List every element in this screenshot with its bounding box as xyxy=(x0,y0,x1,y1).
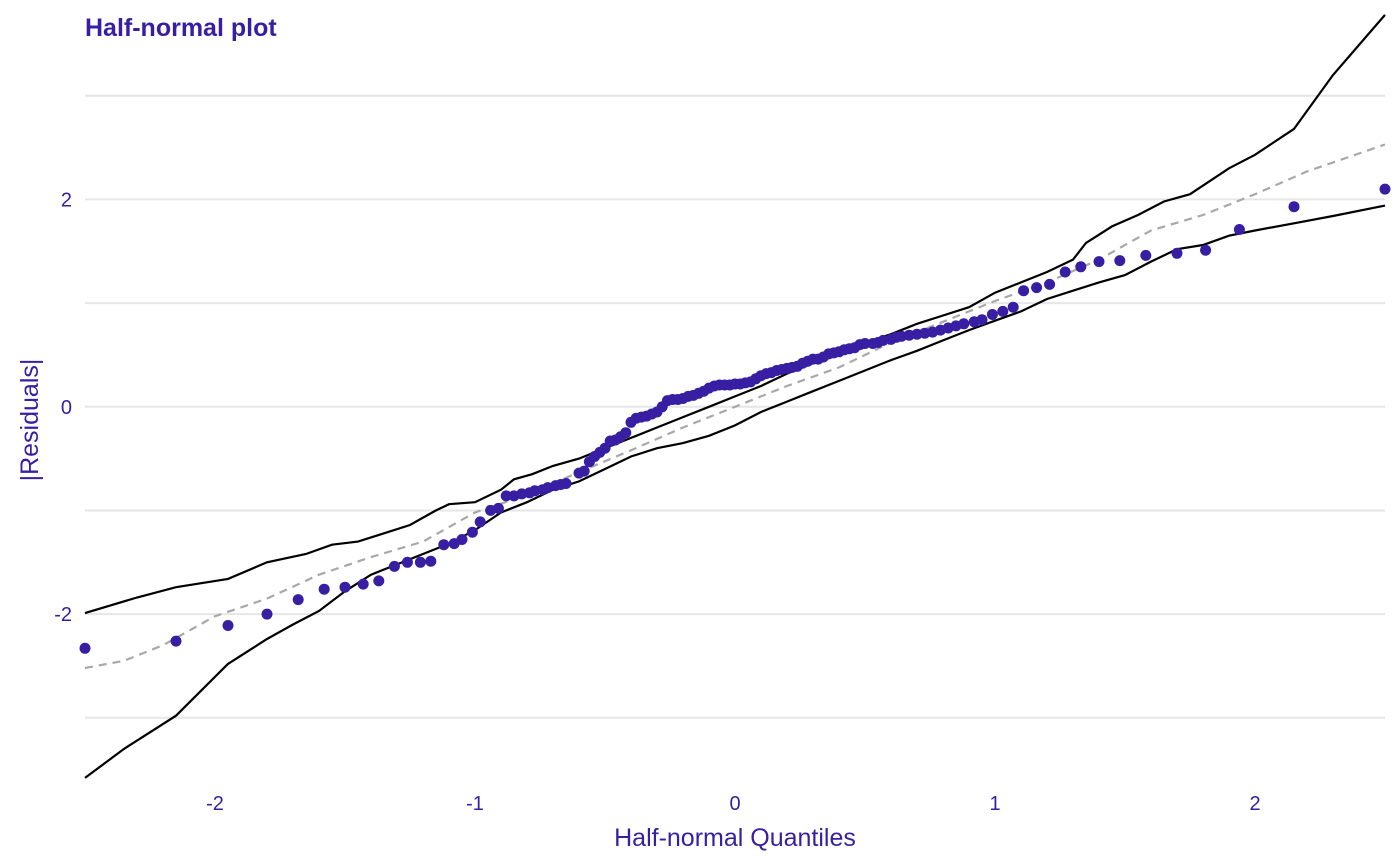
data-point xyxy=(958,318,970,330)
reference-line xyxy=(84,143,1386,670)
data-point xyxy=(388,560,400,572)
data-point xyxy=(578,465,590,477)
data-point xyxy=(1018,285,1030,297)
x-tick-label: -1 xyxy=(466,793,484,815)
data-point xyxy=(1075,261,1087,273)
data-point xyxy=(1233,224,1245,235)
data-point xyxy=(474,516,486,528)
data-point xyxy=(997,305,1009,317)
data-point xyxy=(1044,278,1056,290)
x-tick-label: 0 xyxy=(729,793,740,815)
data-point xyxy=(466,526,478,538)
data-point xyxy=(620,427,632,439)
y-axis-ticks: -2 0 2 xyxy=(54,189,72,626)
data-point xyxy=(1031,282,1043,294)
data-point xyxy=(1093,256,1105,268)
data-point xyxy=(318,583,330,595)
data-point xyxy=(292,594,304,606)
data-point xyxy=(1379,183,1391,195)
data-point xyxy=(261,608,273,620)
y-tick-label: 2 xyxy=(61,189,72,211)
data-point xyxy=(1140,249,1152,261)
data-point xyxy=(373,575,385,587)
data-point xyxy=(357,578,369,590)
data-point xyxy=(1059,266,1071,278)
data-point xyxy=(401,556,413,568)
x-tick-label: -2 xyxy=(206,793,224,815)
data-point xyxy=(1171,247,1183,259)
x-tick-label: 2 xyxy=(1249,793,1260,815)
data-point xyxy=(438,539,450,551)
data-point xyxy=(425,555,437,567)
data-point xyxy=(1007,301,1019,313)
envelope-upper-line xyxy=(84,14,1386,615)
data-point xyxy=(222,620,234,631)
data-point xyxy=(1200,244,1212,256)
data-point xyxy=(976,314,988,326)
data-point xyxy=(986,309,998,320)
envelope-lower-line xyxy=(84,204,1386,779)
data-point xyxy=(414,556,426,568)
residual-points xyxy=(79,183,1391,654)
data-point xyxy=(859,338,871,349)
x-axis-ticks: -2 -1 0 1 2 xyxy=(206,793,1260,815)
y-tick-label: 0 xyxy=(61,397,72,419)
data-point xyxy=(170,635,182,647)
chart-title: Half-normal plot xyxy=(85,14,277,42)
data-point xyxy=(456,534,468,545)
x-axis-label: Half-normal Quantiles xyxy=(614,824,856,852)
data-point xyxy=(339,581,351,593)
y-tick-label: -2 xyxy=(54,604,72,626)
envelope-lines xyxy=(84,14,1386,779)
x-tick-label: 1 xyxy=(989,793,1000,815)
data-point xyxy=(500,490,512,502)
data-point xyxy=(560,478,572,489)
reference-line-group xyxy=(84,143,1386,670)
gridlines xyxy=(85,94,1385,719)
data-point xyxy=(1288,201,1300,213)
data-point xyxy=(492,502,504,514)
data-point xyxy=(1114,255,1126,267)
data-point xyxy=(79,642,91,654)
y-axis-label: |Residuals| xyxy=(16,359,44,482)
